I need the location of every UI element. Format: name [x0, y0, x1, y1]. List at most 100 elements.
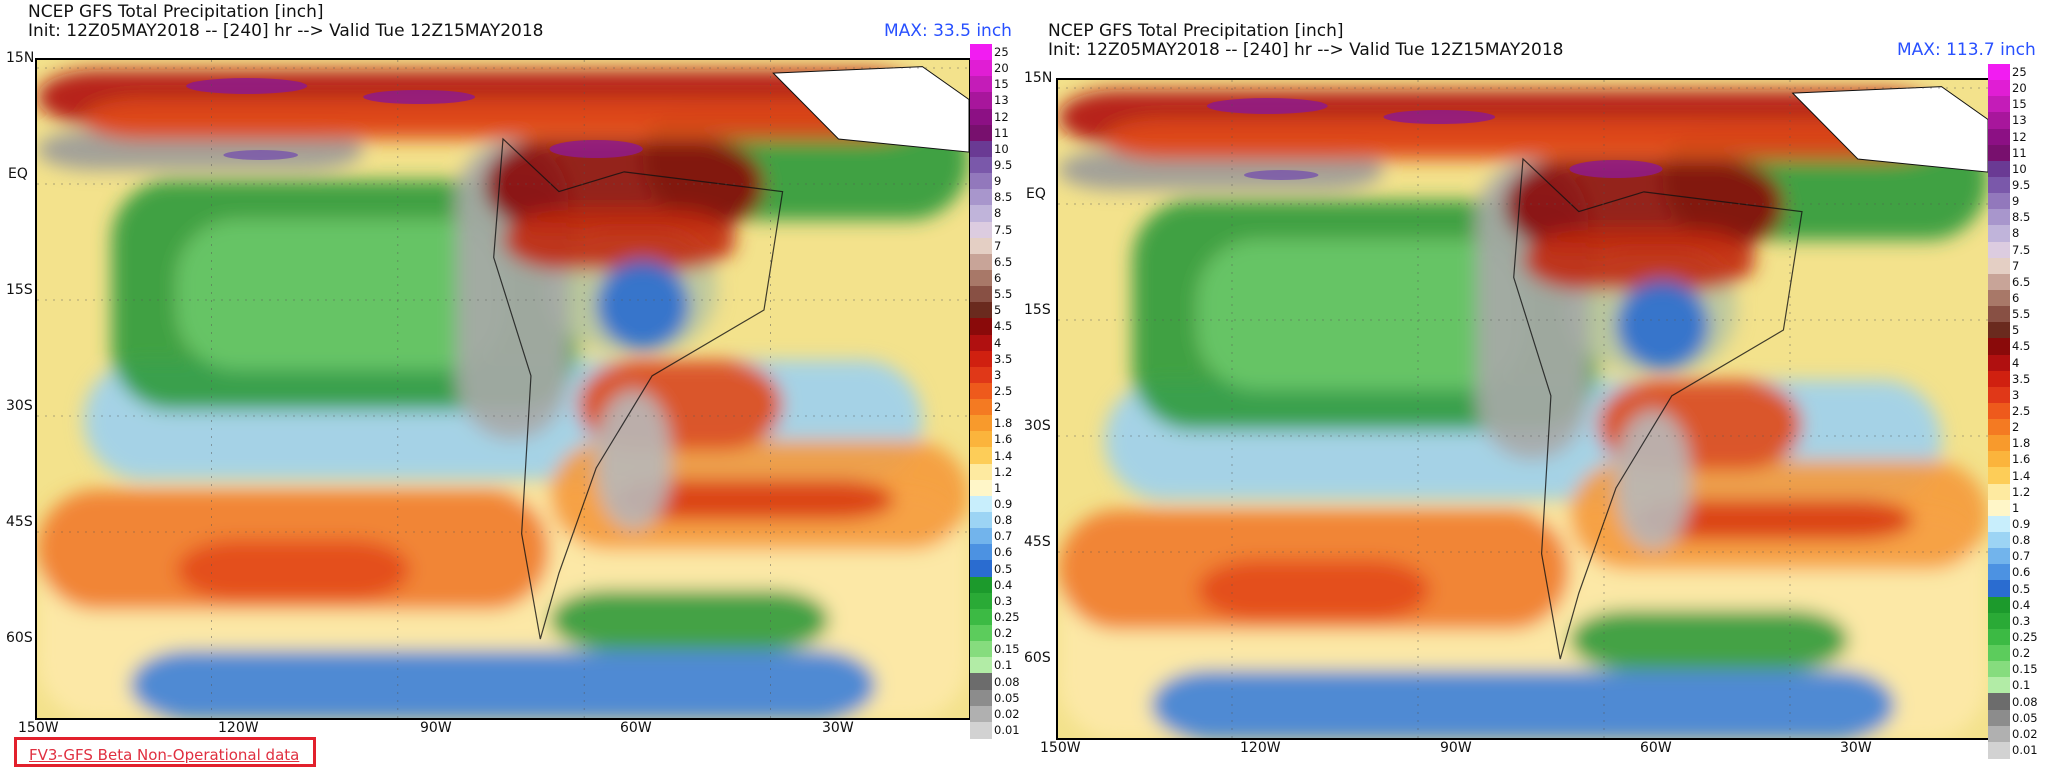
legend-swatch [1988, 402, 2010, 420]
legend-level-label: 20 [2012, 81, 2027, 96]
precip-legend: 25 20 15 13 12 11 10 9.5 9 8.5 8 7.5 7 6.5 6 5.5 5 4.5 4 3.… [970, 44, 1050, 739]
legend-level-label: 10 [994, 141, 1009, 156]
panel-title: NCEP GFS Total Precipitation [inch] [28, 2, 324, 22]
legend-level-label: 8.5 [994, 190, 1013, 205]
legend-level-label: 0.8 [2012, 533, 2031, 548]
legend-level-label: 3 [2012, 387, 2020, 402]
legend-swatch [970, 463, 992, 481]
lon-label: 90W [1440, 740, 1472, 756]
legend-level-label: 7.5 [994, 222, 1013, 237]
legend-swatch [970, 399, 992, 416]
legend-swatch [1988, 435, 2010, 452]
legend-level-label: 13 [994, 93, 1009, 108]
lat-label: 45S [1024, 534, 1051, 550]
legend-swatch [970, 189, 992, 206]
lat-label: 30S [1024, 418, 1051, 434]
legend-level-label: 6 [994, 271, 1002, 286]
panel-title: NCEP GFS Total Precipitation [inch] [1048, 21, 1344, 41]
legend-level-label: 2.5 [994, 384, 1013, 398]
legend-swatch [1988, 306, 2010, 323]
legend-level-label: 0.8 [994, 513, 1013, 528]
legend-swatch [1988, 693, 2010, 711]
legend-level-label: 8 [994, 206, 1002, 221]
legend-level-label: 0.02 [2012, 726, 2038, 741]
legend-swatch [1988, 273, 2010, 291]
legend-level-label: 5 [2012, 323, 2020, 338]
legend-level-label: 5.5 [994, 287, 1013, 302]
legend-swatch [970, 302, 992, 319]
legend-level-label: 0.7 [994, 529, 1013, 544]
legend-level-label: 0.1 [2012, 678, 2031, 693]
legend-level-label: 0.08 [2012, 694, 2038, 709]
legend-swatch [970, 576, 992, 594]
legend-swatch [970, 641, 992, 658]
map-canvas [1058, 80, 1988, 738]
legend-level-label: 1.4 [2012, 468, 2031, 483]
legend-level-label: 0.15 [2012, 662, 2038, 677]
legend-swatch [1988, 128, 2010, 146]
legend-swatch [1988, 289, 2010, 307]
legend-swatch [1988, 467, 2010, 485]
legend-swatch [1988, 96, 2010, 113]
legend-level-label: 1.4 [994, 448, 1013, 463]
legend-swatch [1988, 241, 2010, 259]
legend-level-label: 6.5 [2012, 274, 2031, 289]
lon-label: 90W [420, 720, 452, 736]
legend-swatch [1988, 64, 2010, 81]
legend-level-label: 2 [2012, 420, 2020, 435]
legend-level-label: 0.6 [2012, 565, 2031, 580]
legend-swatch [970, 286, 992, 303]
legend-swatch [970, 560, 992, 578]
legend-swatch [1988, 257, 2010, 275]
precipitation-map [1056, 78, 1990, 740]
legend-level-label: 0.6 [994, 545, 1013, 560]
legend-swatch [970, 350, 992, 368]
legend-level-label: 2.5 [2012, 404, 2031, 418]
legend-level-label: 1.6 [994, 432, 1013, 447]
legend-swatch [1988, 370, 2010, 388]
legend-swatch [970, 92, 992, 110]
beta-disclaimer-text: FV3-GFS Beta Non-Operational data [29, 746, 300, 764]
legend-swatch [1988, 628, 2010, 646]
legend-swatch [970, 382, 992, 400]
lat-label: 60S [1024, 650, 1051, 666]
legend-swatch [1988, 661, 2010, 678]
legend-level-label: 4 [2012, 355, 2020, 370]
legend-level-label: 1.2 [994, 464, 1013, 479]
legend-swatch [1988, 709, 2010, 727]
legend-level-label: 9 [2012, 194, 2020, 209]
lon-label: 60W [620, 720, 652, 736]
legend-swatch [970, 592, 992, 610]
legend-swatch [970, 366, 992, 384]
legend-level-label: 9.5 [994, 158, 1013, 173]
legend-swatch [970, 721, 992, 739]
legend-swatch [970, 512, 992, 529]
legend-swatch [970, 689, 992, 707]
legend-level-label: 9 [994, 174, 1002, 189]
legend-level-label: 1.8 [2012, 436, 2031, 451]
legend-level-label: 0.4 [2012, 597, 2031, 612]
legend-swatch [1988, 451, 2010, 469]
legend-level-label: 0.2 [994, 626, 1013, 641]
legend-swatch [970, 156, 992, 174]
legend-level-label: 8.5 [2012, 210, 2031, 225]
legend-level-label: 3.5 [2012, 371, 2031, 386]
legend-swatch [970, 705, 992, 723]
legend-level-label: 1.2 [2012, 484, 2031, 499]
legend-level-label: 5.5 [2012, 307, 2031, 322]
lat-label: 15S [6, 282, 33, 298]
legend-swatch [970, 608, 992, 626]
legend-swatch [1988, 580, 2010, 598]
precipitation-map [35, 58, 971, 720]
legend-swatch [1988, 725, 2010, 743]
legend-swatch [970, 60, 992, 77]
legend-swatch [1988, 338, 2010, 356]
legend-swatch [970, 431, 992, 449]
beta-disclaimer: FV3-GFS Beta Non-Operational data [14, 737, 316, 767]
lat-label: 15N [1024, 70, 1053, 86]
legend-level-label: 6.5 [994, 254, 1013, 269]
legend-swatch [1988, 612, 2010, 630]
legend-level-label: 2 [994, 400, 1002, 415]
legend-swatch [970, 205, 992, 223]
legend-swatch [970, 334, 992, 352]
